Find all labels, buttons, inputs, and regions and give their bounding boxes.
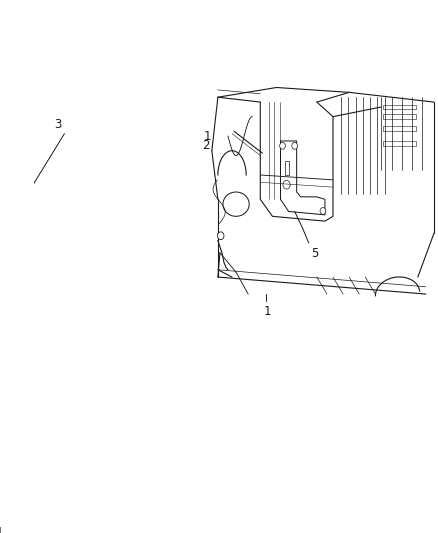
Polygon shape xyxy=(0,437,9,457)
Circle shape xyxy=(320,207,326,214)
Text: 1: 1 xyxy=(204,130,211,143)
Text: 1: 1 xyxy=(264,305,271,318)
Bar xyxy=(384,126,416,131)
Bar xyxy=(285,161,290,175)
Text: 5: 5 xyxy=(311,247,318,260)
Circle shape xyxy=(23,422,28,428)
Text: 4: 4 xyxy=(0,526,2,533)
Circle shape xyxy=(0,490,4,499)
Text: 2: 2 xyxy=(202,139,209,152)
Bar xyxy=(384,141,416,146)
Text: 3: 3 xyxy=(54,118,61,131)
Bar xyxy=(384,104,416,109)
Bar xyxy=(384,114,416,119)
Circle shape xyxy=(7,485,12,491)
Polygon shape xyxy=(10,407,33,488)
Circle shape xyxy=(218,232,224,240)
Circle shape xyxy=(280,142,285,149)
Circle shape xyxy=(292,142,297,149)
